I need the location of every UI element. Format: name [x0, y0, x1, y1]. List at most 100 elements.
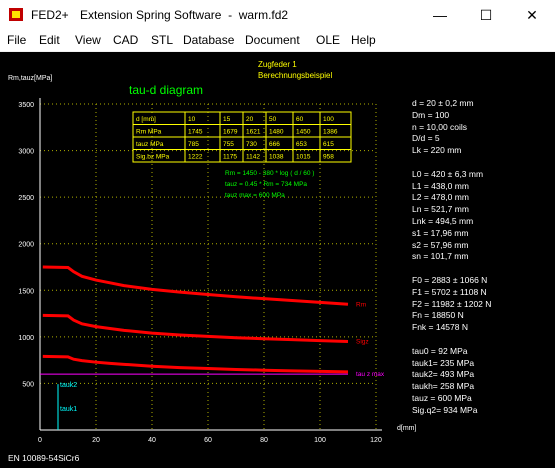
- marker-label: tauk2: [60, 382, 77, 389]
- formula-text: Rm = 1450 - 380 * log ( d / 60 ): [225, 170, 314, 177]
- table-cell: 1679: [223, 129, 238, 136]
- table-cell: 60: [296, 116, 304, 123]
- menu-bar: File Edit View CAD STL Database Document…: [0, 30, 555, 52]
- info-line: Ln = 521,7 mm: [412, 204, 469, 215]
- y-tick-label: 2000: [18, 242, 34, 249]
- info-line: Dm = 100: [412, 109, 450, 120]
- y-tick-label: 1000: [18, 335, 34, 342]
- table-cell: 15: [223, 116, 231, 123]
- menu-edit[interactable]: Edit: [39, 33, 60, 47]
- table-cell: 1015: [296, 154, 311, 161]
- info-line: Fnk = 14578 N: [412, 322, 468, 333]
- marker-label: tauk1: [60, 406, 77, 413]
- series-line-2: [42, 313, 349, 344]
- y-tick-label: 500: [22, 381, 34, 388]
- minimize-button[interactable]: —: [433, 7, 447, 23]
- series-line-1: [42, 265, 349, 306]
- x-tick-label: 80: [260, 437, 268, 444]
- table-cell: 10: [188, 116, 196, 123]
- table-cell: 730: [246, 141, 257, 148]
- table-cell: 958: [323, 154, 334, 161]
- info-line: D/d = 5: [412, 133, 440, 144]
- info-line: L1 = 438,0 mm: [412, 180, 469, 191]
- info-line: tauk1= 235 MPa: [412, 357, 475, 368]
- table-cell: tauz MPa: [136, 141, 164, 148]
- info-line: s1 = 17,96 mm: [412, 227, 469, 238]
- drawing-canvas[interactable]: 500 1000 1500 2000 2500 3000 3500 0 20 40 60 80 100 1…: [0, 52, 555, 468]
- info-line: F0 = 2883 ± 1066 N: [412, 274, 488, 285]
- menu-help[interactable]: Help: [351, 33, 376, 47]
- info-spacer: [412, 334, 491, 346]
- y-tick-label: 3000: [18, 149, 34, 156]
- tau-d-chart: 500 1000 1500 2000 2500 3000 3500 0 20 40 60 80 100 1…: [18, 98, 385, 444]
- x-tick-label: 100: [314, 437, 326, 444]
- table-cell: 1621: [246, 129, 261, 136]
- info-spacer: [412, 263, 491, 275]
- y-tick-label: 2500: [18, 195, 34, 202]
- y-tick-label: 1500: [18, 288, 34, 295]
- spring-info-column: d = 20 ± 0,2 mm Dm = 100 n = 10,00 coils…: [412, 98, 491, 417]
- window-app-name: FED2+: [31, 8, 69, 22]
- info-line: L0 = 420 ± 6,3 mm: [412, 168, 484, 179]
- menu-view[interactable]: View: [75, 33, 101, 47]
- info-line: n = 10,00 coils: [412, 121, 468, 132]
- series-label: tau z max: [356, 371, 385, 378]
- table-cell: 1222: [188, 154, 203, 161]
- table-cell: 1745: [188, 129, 203, 136]
- x-tick-label: 20: [92, 437, 100, 444]
- info-line: Sig.q2= 934 MPa: [412, 404, 478, 415]
- series-label: Rm: [356, 301, 366, 308]
- table-cell: 50: [269, 116, 277, 123]
- y-tick-label: 3500: [18, 102, 34, 109]
- table-cell: 1450: [296, 129, 311, 136]
- table-cell: Sig.bz MPa: [136, 154, 170, 161]
- table-cell: d [mm]: [136, 116, 156, 123]
- maximize-button[interactable]: ☐: [479, 7, 493, 23]
- info-line: tau0 = 92 MPa: [412, 345, 468, 356]
- table-cell: 653: [296, 141, 307, 148]
- table-cell: 785: [188, 141, 199, 148]
- info-line: Lk = 220 mm: [412, 145, 462, 156]
- table-cell: Rm MPa: [136, 129, 162, 136]
- header-line-2: Berechnungsbeispiel: [258, 71, 333, 80]
- info-line: F1 = 5702 ± 1108 N: [412, 286, 487, 297]
- menu-stl[interactable]: STL: [151, 33, 174, 47]
- chart-title: tau-d diagram: [129, 83, 204, 97]
- info-line: sn = 101,7 mm: [412, 251, 469, 262]
- table-cell: 1175: [223, 154, 237, 161]
- series-label: Sigz: [356, 339, 369, 346]
- info-line: Lnk = 494,5 mm: [412, 215, 474, 226]
- formula-text: tauz max = 600 MPa: [225, 192, 285, 199]
- x-tick-label: 120: [370, 437, 382, 444]
- info-line: d = 20 ± 0,2 mm: [412, 98, 474, 108]
- info-line: s2 = 57,96 mm: [412, 239, 469, 250]
- x-tick-label: 60: [204, 437, 212, 444]
- formula-text: tauz = 0.45 * Rm = 734 MPa: [225, 181, 307, 188]
- series-line-3: [42, 354, 349, 374]
- header-line-1: Zugfeder 1: [258, 60, 297, 69]
- table-cell: 1480: [269, 129, 284, 136]
- info-spacer: [412, 157, 491, 169]
- y-axis-label: Rm,tauz[MPa]: [8, 75, 53, 82]
- table-cell: 100: [323, 116, 334, 123]
- menu-database[interactable]: Database: [183, 33, 235, 47]
- close-button[interactable]: ✕: [526, 7, 538, 23]
- window-title: Extension Spring Software - warm.fd2: [80, 8, 289, 22]
- x-tick-label: 0: [38, 437, 42, 444]
- title-bar: FED2+ Extension Spring Software - warm.f…: [0, 0, 555, 30]
- info-line: tauz = 600 MPa: [412, 392, 472, 403]
- menu-file[interactable]: File: [7, 33, 27, 47]
- menu-document[interactable]: Document: [245, 33, 300, 47]
- x-tick-label: 40: [148, 437, 156, 444]
- table-cell: 1142: [246, 154, 260, 161]
- info-line: tauk2= 493 MPa: [412, 369, 475, 380]
- material-label: EN 10089-54SiCr6: [8, 453, 80, 463]
- info-line: Fn = 18850 N: [412, 310, 464, 321]
- table-cell: 615: [323, 141, 334, 148]
- menu-ole[interactable]: OLE: [316, 33, 341, 47]
- table-cell: 666: [269, 141, 280, 148]
- info-line: L2 = 478,0 mm: [412, 192, 469, 203]
- fed2-app-icon[interactable]: [9, 8, 23, 21]
- table-cell: 755: [223, 141, 234, 148]
- menu-cad[interactable]: CAD: [113, 33, 139, 47]
